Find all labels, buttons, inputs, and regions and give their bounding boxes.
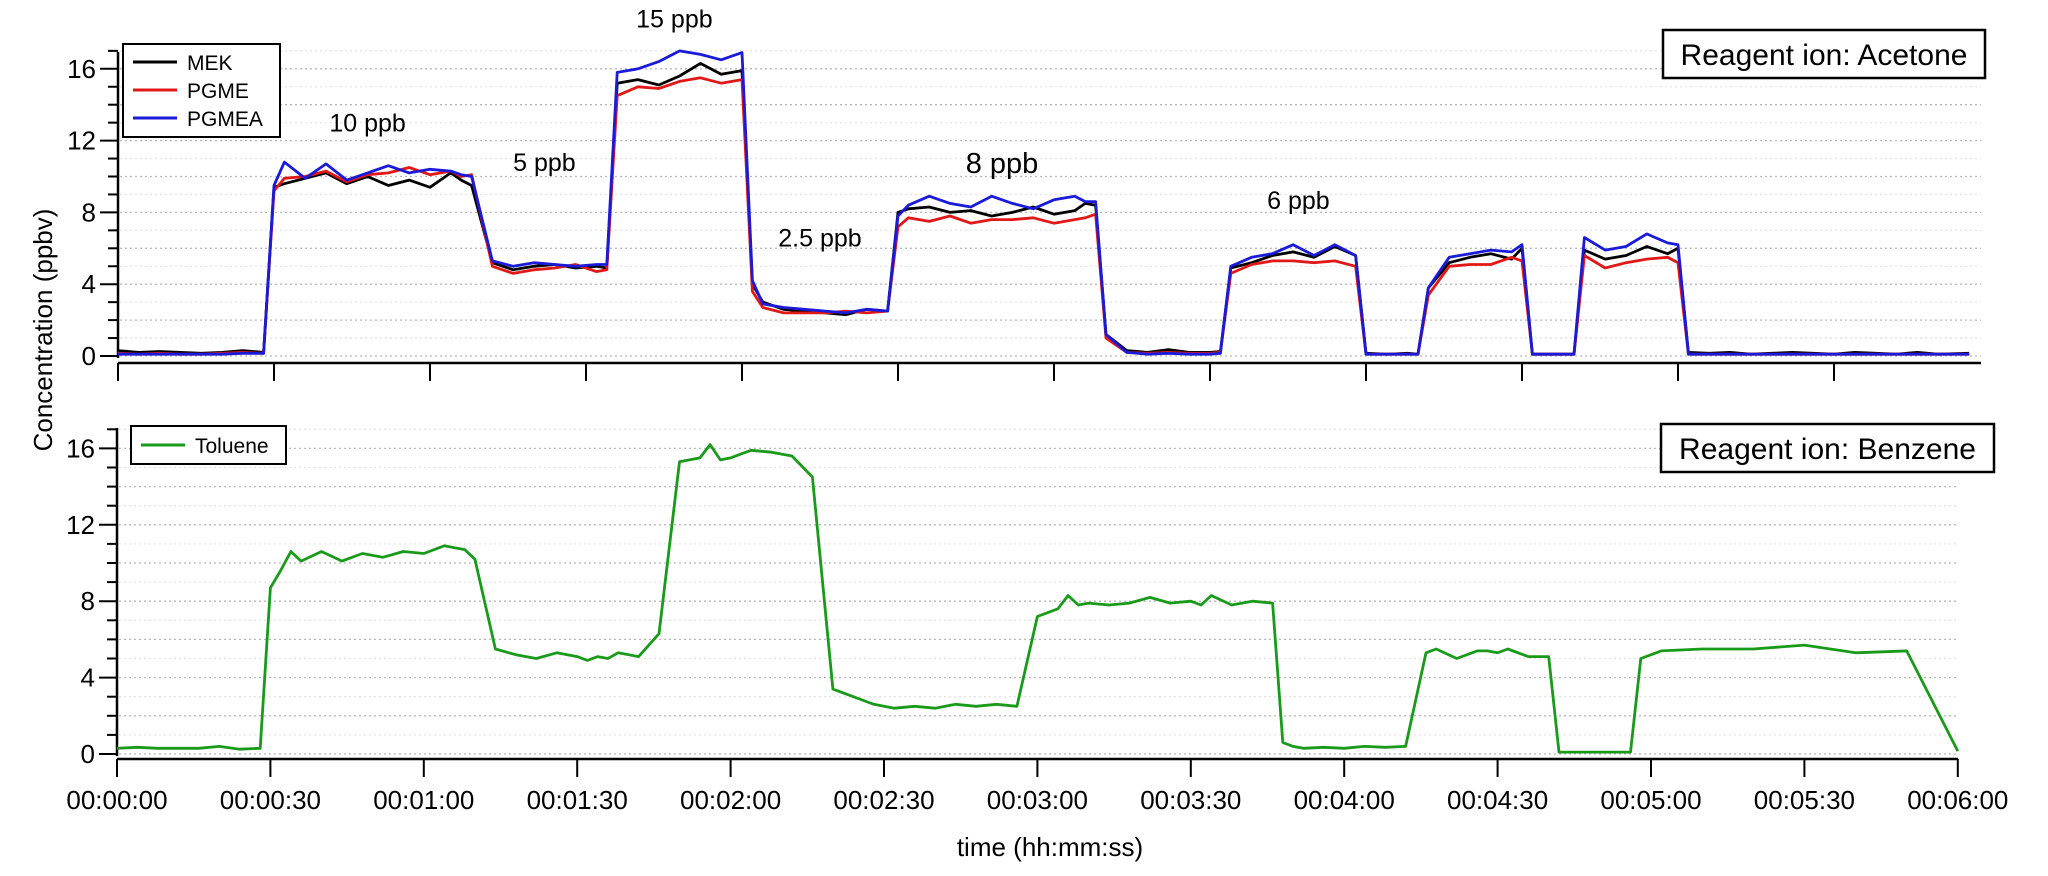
reagent-ion-label: Reagent ion: Benzene [1679, 433, 1976, 466]
concentration-annotation: 6 ppb [1267, 187, 1330, 215]
y-axis-title: Concentration (ppbv) [28, 209, 58, 452]
concentration-annotation: 8 ppb [966, 148, 1039, 180]
y-tick-label: 0 [81, 739, 95, 769]
concentration-annotation: 5 ppb [513, 149, 576, 177]
x-tick-label: 00:01:30 [527, 785, 628, 815]
legend-label-pgmea: PGMEA [187, 108, 263, 131]
x-axis-title: time (hh:mm:ss) [957, 832, 1143, 862]
x-tick-label: 00:00:00 [66, 785, 167, 815]
y-tick-label: 16 [67, 54, 96, 84]
x-tick-label: 00:02:00 [680, 785, 781, 815]
x-tick-label: 00:03:00 [987, 785, 1088, 815]
y-tick-label: 4 [82, 269, 96, 299]
series-line-toluene [116, 443, 1960, 754]
y-tick-label: 12 [67, 126, 96, 156]
x-tick-label: 00:03:30 [1140, 785, 1241, 815]
y-tick-label: 0 [82, 341, 96, 371]
x-tick-label: 00:04:00 [1294, 785, 1395, 815]
x-tick-label: 00:05:00 [1600, 785, 1701, 815]
legend-label-pgme: PGME [187, 80, 249, 103]
y-tick-label: 8 [82, 197, 96, 227]
reagent-ion-box [1661, 28, 1987, 80]
y-tick-label: 12 [66, 510, 95, 540]
concentration-annotation: 15 ppb [636, 6, 712, 34]
bottom-panel-benzene: 0 4 8 12 16 00:00:00 00:00:30 00:01:00 00:01:30 0… [66, 422, 2008, 815]
concentration-annotation: 10 ppb [329, 110, 405, 138]
series-line-pgme [117, 76, 1970, 356]
series-line-pgmea [118, 49, 1970, 356]
legend-label-toluene: Toluene [195, 435, 269, 458]
x-tick-label: 00:05:30 [1754, 785, 1855, 815]
x-tick-label: 00:04:30 [1447, 785, 1548, 815]
y-tick-label: 4 [81, 663, 95, 693]
reagent-ion-label: Reagent ion: Acetone [1681, 39, 1968, 72]
x-tick-label: 00:01:00 [373, 785, 474, 815]
top-panel-acetone: 0 4 8 12 16 10 ppb 5 ppb 15 ppb 2.5 ppb 8 ppb 6 pp… [67, 6, 1987, 381]
legend-label-mek: MEK [187, 52, 233, 75]
y-tick-label: 16 [66, 433, 95, 463]
x-tick-label: 00:06:00 [1907, 785, 2008, 815]
x-tick-label: 00:00:30 [220, 785, 321, 815]
reagent-ion-box [1659, 422, 1996, 474]
series-line-mek [117, 62, 1970, 356]
y-tick-label: 8 [81, 586, 95, 616]
x-tick-label: 00:02:30 [833, 785, 934, 815]
concentration-annotation: 2.5 ppb [778, 225, 861, 253]
